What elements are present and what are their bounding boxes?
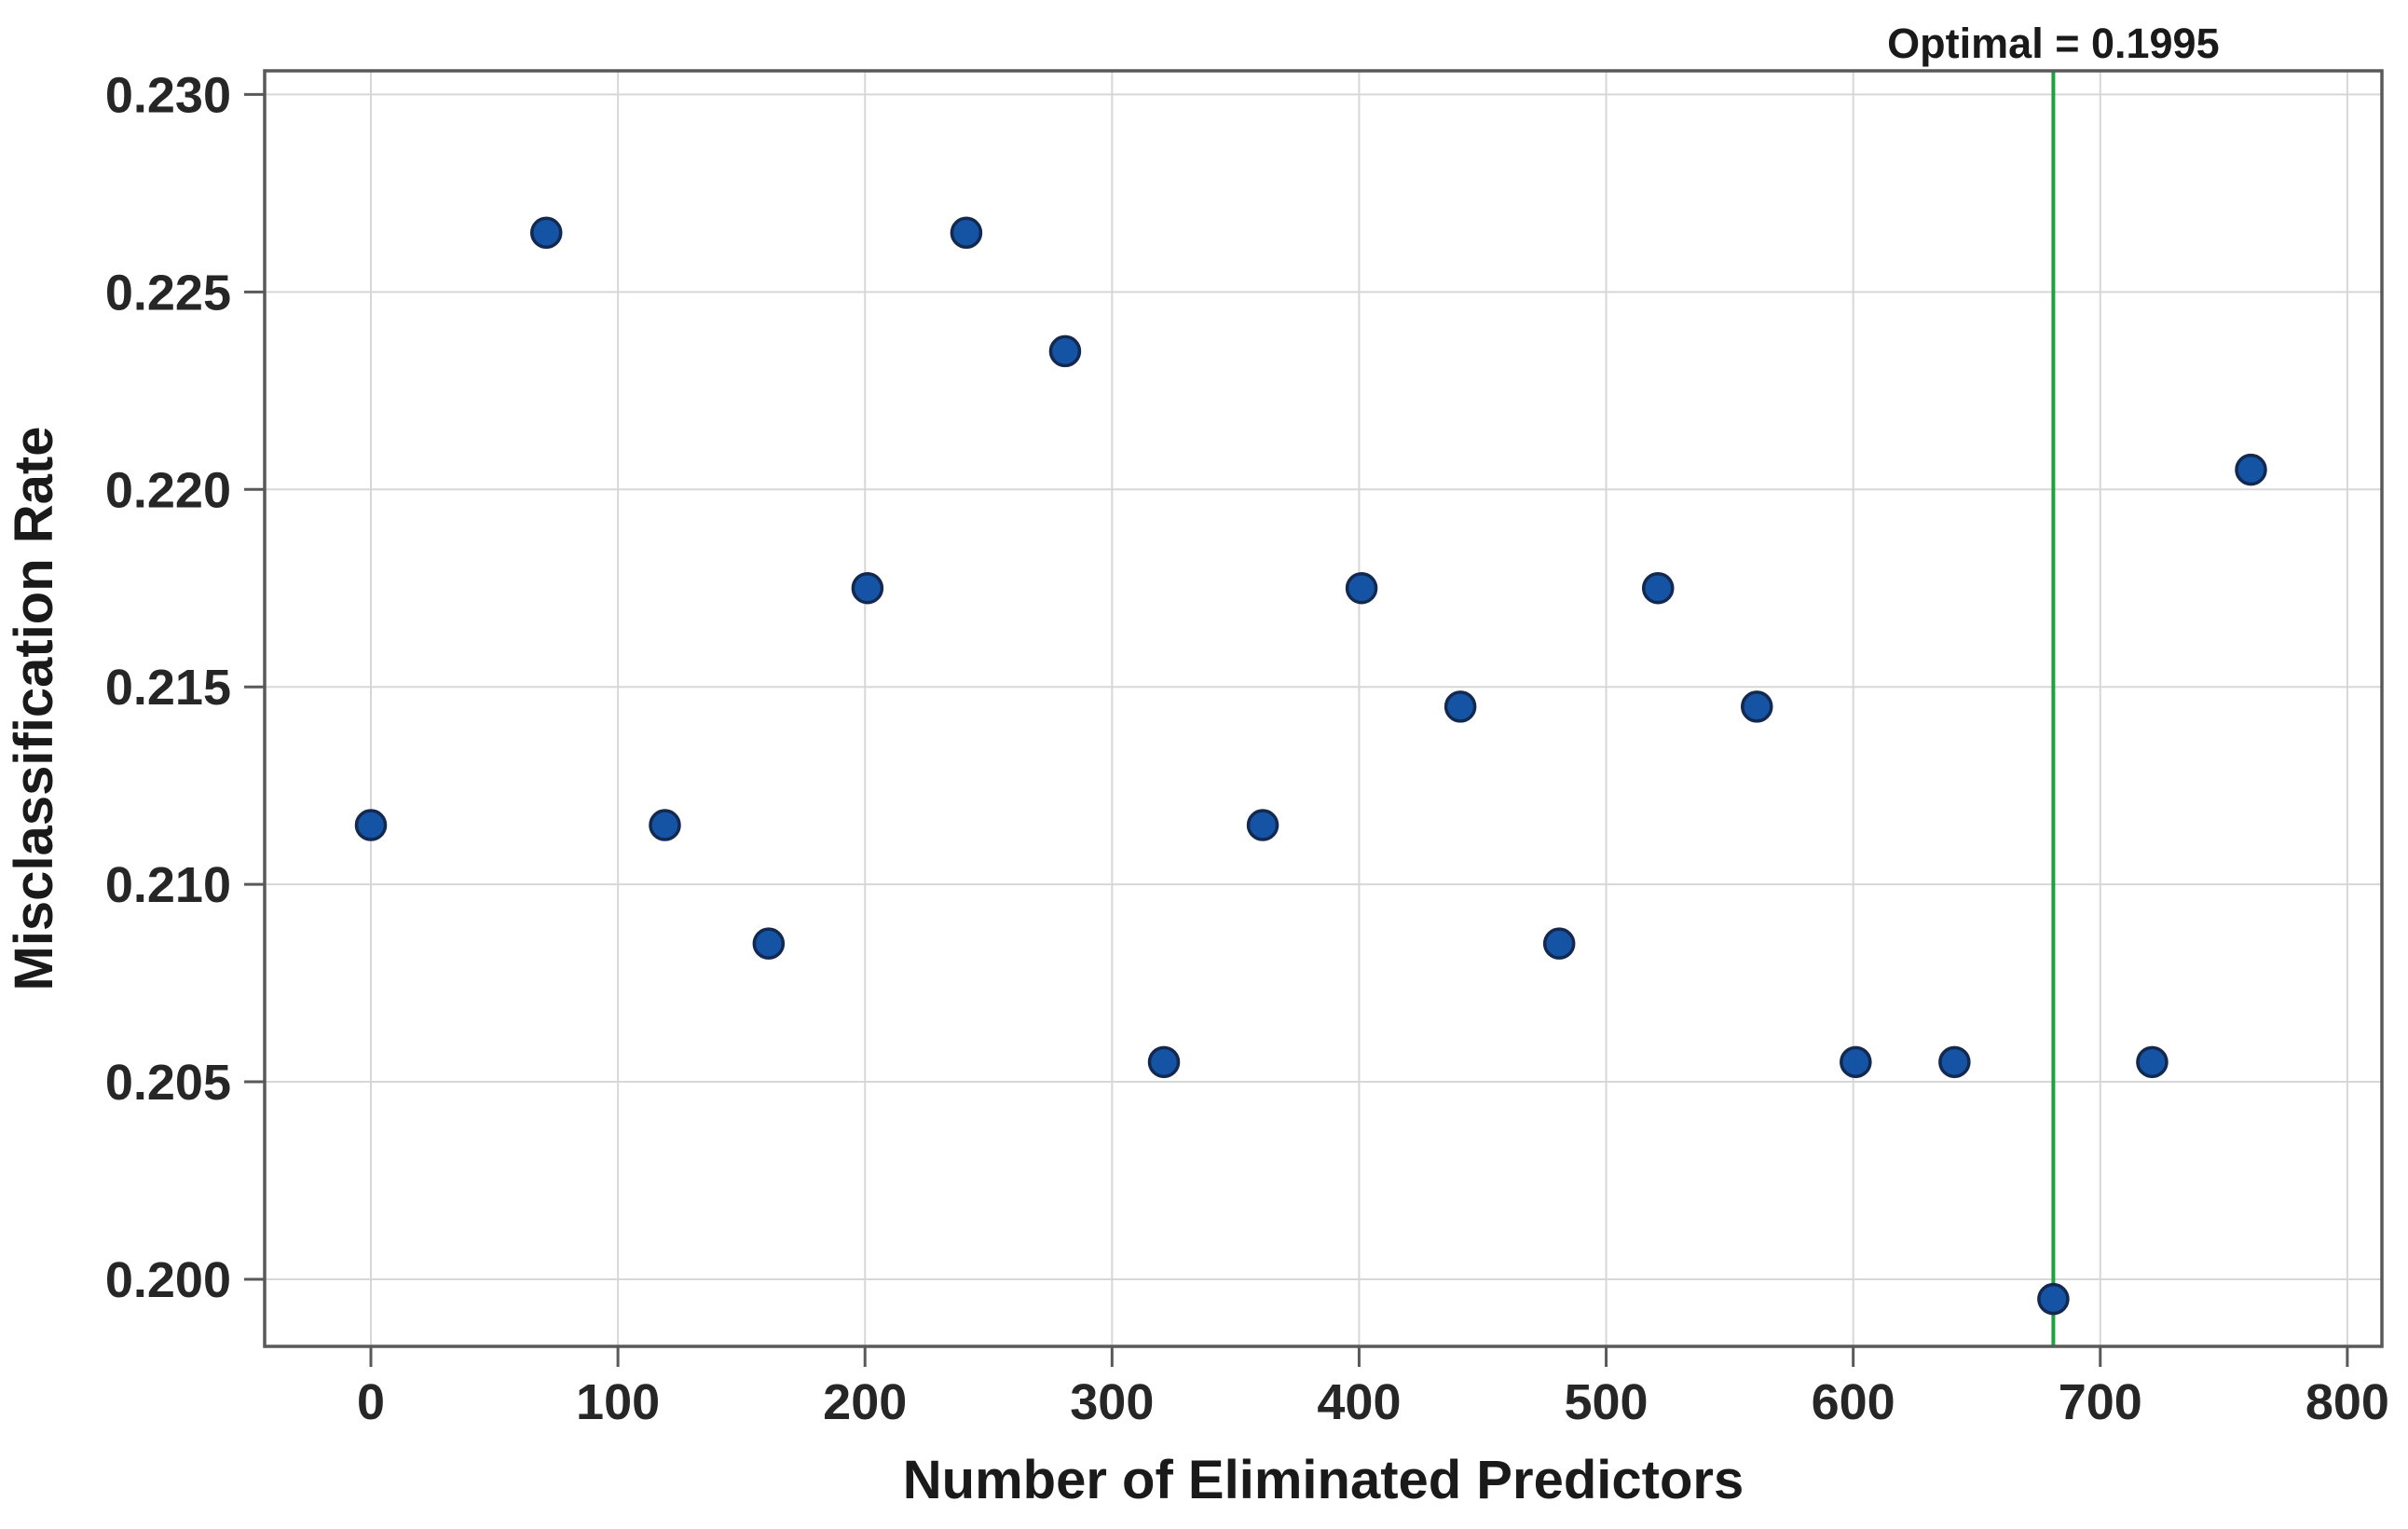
plot-frame	[263, 69, 2384, 1348]
data-point	[2037, 1282, 2070, 1316]
y-tick-label: 0.215	[105, 660, 231, 716]
data-point	[950, 216, 983, 250]
data-point	[752, 927, 786, 960]
x-tick-label: 0	[357, 1374, 385, 1430]
y-tick-label: 0.220	[105, 462, 231, 518]
data-points	[354, 216, 2267, 1316]
data-point	[529, 216, 563, 250]
axis-tick-labels: 0 100 200 300 400 500 600 700 800 0.200 0.205 0.210…	[105, 67, 2389, 1430]
y-tick-label: 0.200	[105, 1252, 231, 1308]
data-point	[1938, 1045, 1971, 1079]
axis-ticks	[244, 92, 2349, 1367]
data-point	[1048, 334, 1082, 368]
data-point	[1443, 690, 1477, 723]
y-tick-label: 0.230	[105, 67, 231, 123]
data-point	[1641, 571, 1675, 605]
x-axis-title: Number of Eliminated Predictors	[903, 1450, 1744, 1510]
data-point	[1147, 1045, 1181, 1079]
x-tick-label: 700	[2059, 1374, 2142, 1430]
data-point	[649, 809, 681, 841]
data-point	[1246, 809, 1279, 841]
y-axis-title: Misclassification Rate	[4, 427, 64, 991]
x-tick-label: 400	[1317, 1374, 1401, 1430]
y-tick-label: 0.210	[105, 857, 231, 913]
x-tick-label: 500	[1564, 1374, 1648, 1430]
data-point	[2136, 1045, 2169, 1079]
y-tick-label: 0.205	[105, 1055, 231, 1111]
data-point	[1542, 927, 1576, 960]
x-tick-label: 800	[2305, 1374, 2389, 1430]
gridlines	[265, 71, 2382, 1346]
y-tick-label: 0.225	[105, 265, 231, 321]
data-point	[1345, 571, 1378, 605]
data-point	[1741, 690, 1773, 723]
optimal-annotation: Optimal = 0.1995	[1887, 20, 2219, 67]
x-tick-label: 100	[576, 1374, 660, 1430]
data-point	[2235, 453, 2267, 486]
x-tick-label: 200	[823, 1374, 907, 1430]
x-tick-label: 600	[1812, 1374, 1895, 1430]
data-point	[1840, 1045, 1872, 1079]
x-tick-label: 300	[1070, 1374, 1154, 1430]
data-point	[851, 571, 884, 605]
data-point	[354, 809, 388, 841]
